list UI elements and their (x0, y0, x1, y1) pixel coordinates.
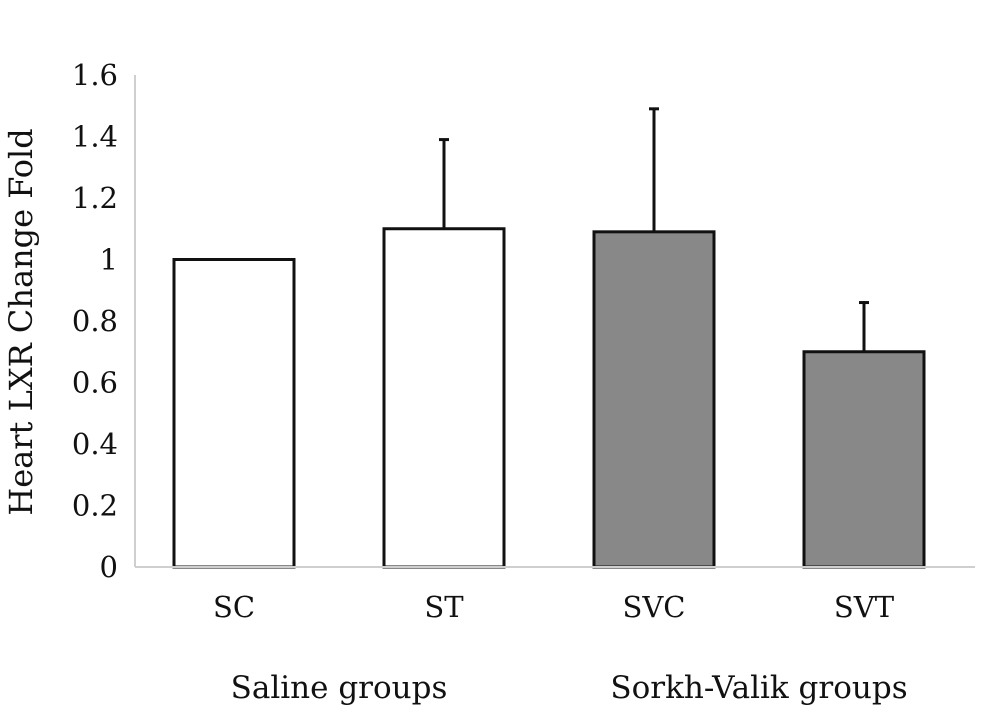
group-label-0: Saline groups (231, 670, 448, 706)
error-bars (439, 107, 869, 352)
y-tick-label: 1.6 (72, 58, 118, 92)
y-axis-title: Heart LXR Change Fold (2, 128, 40, 515)
category-labels: SC ST SVC SVT (213, 590, 895, 624)
y-tick-label: 0.2 (72, 489, 118, 523)
category-label-svc: SVC (623, 590, 686, 624)
bar-st (382, 227, 506, 569)
group-label-1: Sorkh-Valik groups (610, 670, 907, 706)
y-tick-label: 0.4 (72, 427, 118, 461)
y-tick-label: 0 (100, 550, 118, 584)
y-axis-ticks: 0 0.2 0.4 0.6 0.8 1 1.2 1.4 1.6 (72, 58, 118, 584)
category-label-st: ST (424, 590, 464, 624)
y-tick-label: 1.2 (72, 181, 118, 215)
y-tick-label: 1.4 (72, 120, 118, 154)
bar-sc (172, 258, 296, 569)
y-tick-label: 0.6 (72, 366, 118, 400)
category-label-sc: SC (213, 590, 255, 624)
category-label-svt: SVT (834, 590, 895, 624)
bar-svc (592, 230, 716, 569)
y-tick-label: 1 (100, 243, 118, 277)
bars (172, 227, 926, 569)
bar-svt (802, 350, 926, 569)
group-labels: Saline groups Sorkh-Valik groups (231, 670, 908, 706)
y-tick-label: 0.8 (72, 304, 118, 338)
